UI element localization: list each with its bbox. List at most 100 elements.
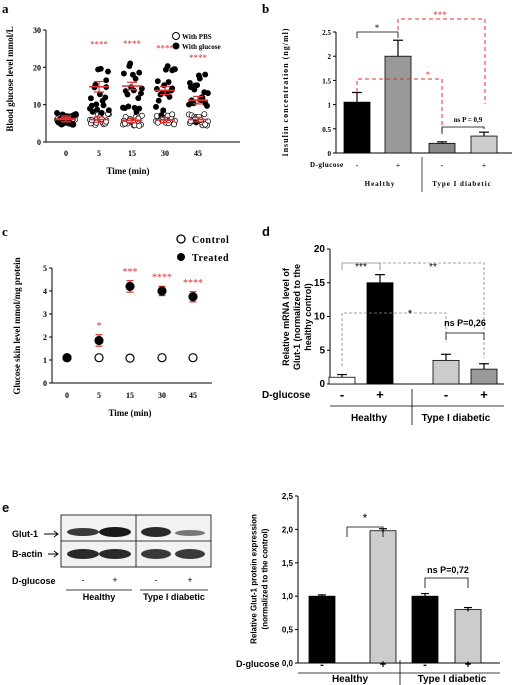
panel-a-letter: a bbox=[2, 1, 9, 16]
legend-glucose-label: With glucose bbox=[182, 43, 221, 51]
panel-b-row-label: D-glucose bbox=[310, 161, 344, 169]
panel-c: c Glucose skin level mmol/mg protein 0 1 2… bbox=[2, 224, 229, 418]
panel-e-bracket-star bbox=[346, 526, 384, 537]
panel-e-ylabel: Relative Glut-1 protein expression (norma… bbox=[250, 514, 270, 644]
panel-b-bar bbox=[470, 135, 498, 154]
panel-b-ytick-label: 0.5 bbox=[322, 126, 331, 134]
panel-d-group-diabetic: Type I diabetic bbox=[422, 413, 491, 424]
panel-e-row-label: D-glucose bbox=[236, 659, 280, 669]
panel-b-ytick-label: 2 bbox=[328, 53, 332, 61]
panel-b-sign: - bbox=[356, 161, 359, 170]
ylabel-line: Relative Glut-1 protein expression bbox=[250, 514, 259, 644]
panel-c-star: **** bbox=[183, 278, 203, 289]
panel-c-ytick-label: 3 bbox=[43, 310, 47, 319]
panel-d-bracket-1 bbox=[341, 262, 381, 270]
panel-c-star: **** bbox=[152, 273, 172, 284]
panel-c-ylabel: Glucose skin level mmol/mg protein bbox=[12, 257, 22, 394]
ylabel-line: healthy control) bbox=[303, 283, 313, 351]
glucose-point bbox=[153, 103, 159, 110]
panel-a: a Blood glucose level mmol/L 0 10 20 30 0 5 1… bbox=[2, 1, 240, 176]
pbs-point bbox=[136, 122, 143, 129]
glucose-point bbox=[164, 63, 171, 70]
panel-d-sign: - bbox=[340, 387, 344, 402]
blot-band-glut1-1 bbox=[67, 528, 99, 536]
control-point bbox=[94, 353, 104, 363]
panel-c-ytick-label: 4 bbox=[43, 287, 47, 296]
glucose-point bbox=[136, 105, 143, 112]
panel-b-bar bbox=[428, 142, 456, 154]
panel-b-sign: + bbox=[396, 161, 401, 170]
panel-d-group-healthy: Healthy bbox=[351, 413, 388, 424]
blot-arrow-glut1 bbox=[44, 530, 59, 538]
panel-e-ns-label: ns P=0,72 bbox=[427, 565, 469, 575]
blot-arrow-actin bbox=[48, 550, 59, 558]
panel-a-xtick-label: 15 bbox=[128, 149, 136, 158]
pbs-point bbox=[201, 111, 208, 118]
treated-point bbox=[188, 292, 198, 302]
panel-b-group-healthy: Healthy bbox=[365, 180, 396, 188]
ylabel-line: Relative mRNA level of bbox=[281, 267, 291, 366]
panel-e-star: * bbox=[363, 511, 368, 525]
panel-e-letter: e bbox=[2, 500, 9, 515]
panel-a-xlabel: Time (min) bbox=[106, 166, 149, 176]
glucose-point bbox=[98, 109, 105, 116]
panel-d-sign: + bbox=[376, 387, 384, 402]
panel-d-ytick-label: 5 bbox=[319, 345, 325, 356]
treated-point bbox=[94, 335, 104, 346]
ylabel-line: Glut-1 (normalized to the bbox=[292, 264, 302, 370]
panel-d-bar bbox=[470, 368, 498, 385]
glucose-point bbox=[135, 95, 142, 102]
pbs-point bbox=[171, 121, 177, 128]
panel-a-ylabel: Blood glucose level mmol/L bbox=[5, 26, 15, 131]
panel-a-star: **** bbox=[90, 40, 109, 50]
panel-b-bracket-red-top bbox=[397, 18, 486, 104]
panel-a-xtick-label: 0 bbox=[64, 149, 68, 158]
panel-a-ytick-label: 0 bbox=[37, 138, 41, 147]
panel-e-sign: + bbox=[465, 659, 471, 671]
panel-e-ytick-label: 2,5 bbox=[282, 492, 294, 501]
glucose-point bbox=[155, 97, 162, 104]
panel-a-star: **** bbox=[123, 39, 142, 49]
panel-c-xtick-label: 15 bbox=[126, 391, 134, 400]
panel-c-xtick-label: 5 bbox=[97, 391, 101, 400]
panel-e-sign: - bbox=[320, 659, 324, 671]
panel-b-star-red-low: * bbox=[426, 70, 431, 80]
panel-e-bracket-ns bbox=[424, 577, 469, 588]
glucose-point bbox=[103, 77, 110, 84]
panel-d-bracket-2 bbox=[379, 262, 485, 358]
pbs-point bbox=[202, 121, 209, 128]
panel-c-letter: c bbox=[2, 224, 8, 239]
treated-point bbox=[157, 286, 167, 296]
panel-d-row-label: D-glucose bbox=[262, 390, 311, 401]
glucose-point bbox=[165, 79, 172, 85]
panel-d-ytick-label: 15 bbox=[314, 278, 326, 289]
panel-b-bracket-healthy bbox=[356, 31, 399, 38]
blot-sign-4: + bbox=[187, 575, 192, 585]
panel-a-xtick-label: 5 bbox=[97, 149, 101, 158]
panel-d-star-2: ** bbox=[429, 262, 437, 273]
glucose-point bbox=[102, 94, 109, 101]
pbs-point bbox=[154, 119, 161, 126]
blot-band-glut1-4 bbox=[175, 530, 205, 536]
blot-band-glut1-3 bbox=[141, 527, 171, 537]
glucose-point bbox=[161, 82, 168, 89]
panel-c-star: *** bbox=[123, 267, 138, 278]
glucose-point bbox=[202, 100, 209, 107]
panel-e-group-healthy: Healthy bbox=[332, 674, 369, 685]
glucose-point bbox=[54, 110, 60, 116]
legend-control-label: Control bbox=[192, 235, 229, 246]
panel-d-ytick-label: 10 bbox=[314, 312, 326, 323]
panel-c-xtick-label: 0 bbox=[65, 391, 69, 400]
glucose-point bbox=[154, 78, 161, 85]
panel-e-ytick-label: 1,0 bbox=[282, 592, 294, 601]
panel-d-letter: d bbox=[262, 224, 270, 239]
panel-a-ytick-label: 30 bbox=[33, 26, 41, 35]
panel-b-ytick-label: 0 bbox=[328, 150, 332, 158]
panel-b-ns-label: ns P = 0,9 bbox=[454, 116, 483, 124]
panel-d-ytick-label: 20 bbox=[314, 244, 326, 255]
control-point bbox=[188, 353, 198, 363]
panel-d-star-1: *** bbox=[355, 262, 367, 273]
glucose-point bbox=[190, 100, 197, 107]
glucose-point bbox=[136, 69, 143, 76]
panel-d-ns-label: ns P=0,26 bbox=[444, 318, 486, 328]
